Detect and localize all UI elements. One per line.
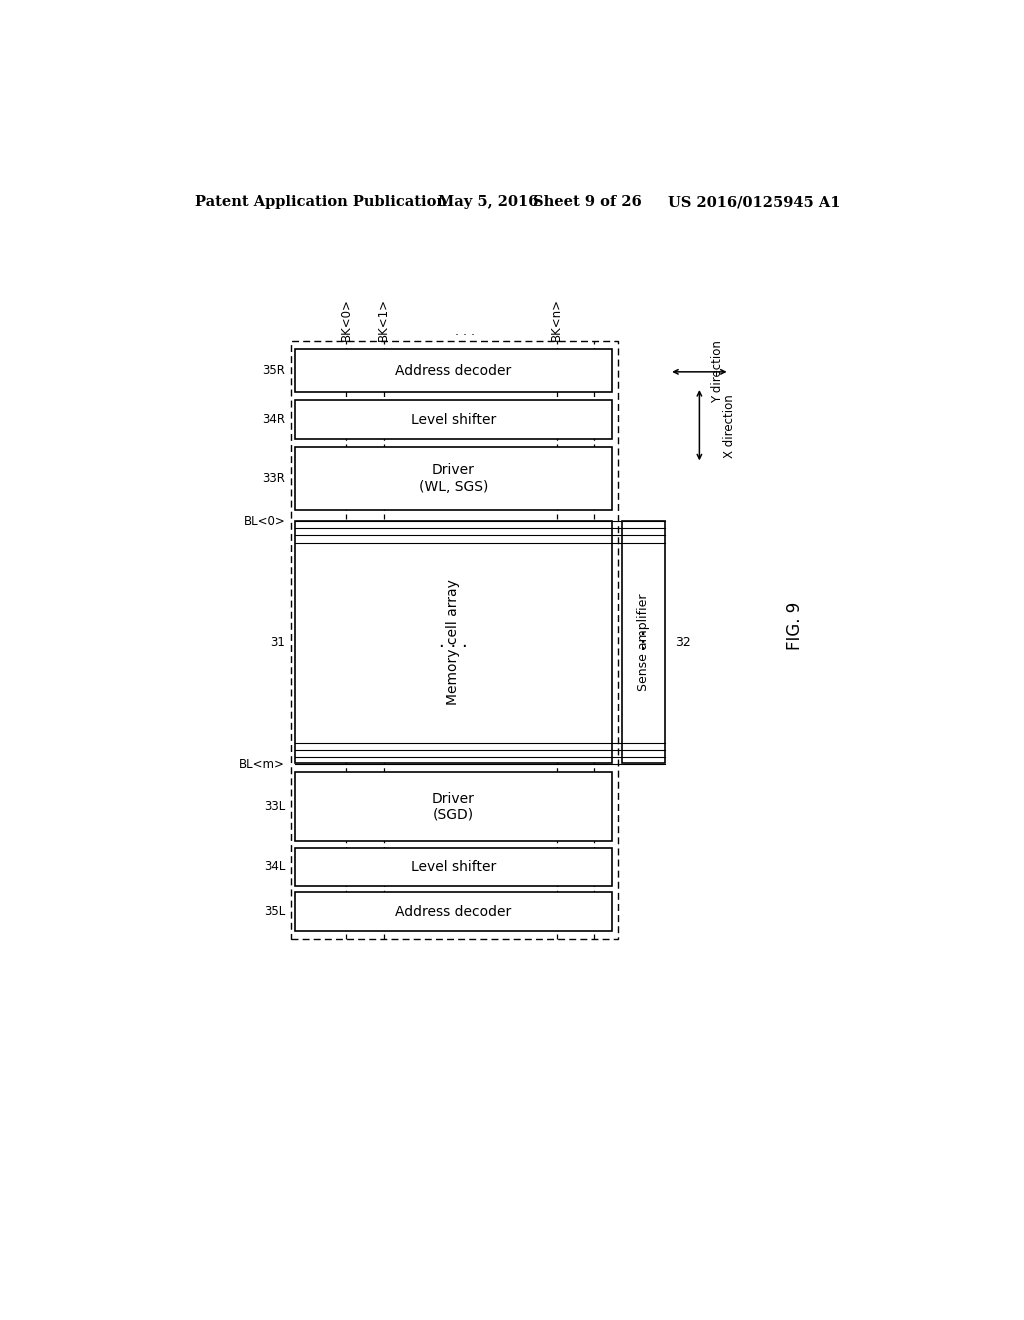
Text: Level shifter: Level shifter <box>411 859 496 874</box>
Bar <box>295 847 612 886</box>
Text: 33R: 33R <box>262 473 285 484</box>
Text: Sense amplifier: Sense amplifier <box>637 594 650 690</box>
Text: . . .: . . . <box>439 634 468 651</box>
Text: BK<0>: BK<0> <box>340 298 352 342</box>
Text: Driver
(WL, SGS): Driver (WL, SGS) <box>419 463 488 494</box>
Text: BK<1>: BK<1> <box>377 298 390 342</box>
Bar <box>295 447 612 510</box>
Text: Sheet 9 of 26: Sheet 9 of 26 <box>532 195 641 209</box>
Text: X direction: X direction <box>723 393 736 458</box>
Text: 33L: 33L <box>264 800 285 813</box>
Text: BK<n>: BK<n> <box>550 298 563 342</box>
Text: 32: 32 <box>675 636 690 648</box>
Text: Level shifter: Level shifter <box>411 413 496 426</box>
Text: Address decoder: Address decoder <box>395 364 512 378</box>
Text: Memory cell array: Memory cell array <box>446 579 461 705</box>
Text: 35R: 35R <box>262 364 285 378</box>
Bar <box>295 350 612 392</box>
Bar <box>295 892 612 931</box>
Bar <box>295 521 612 763</box>
Text: BL<m>: BL<m> <box>240 758 285 771</box>
Bar <box>622 521 666 763</box>
Text: ⋮: ⋮ <box>631 632 653 652</box>
Text: . . .: . . . <box>456 325 475 338</box>
Text: Address decoder: Address decoder <box>395 904 512 919</box>
Text: 35L: 35L <box>264 906 285 917</box>
Text: 34R: 34R <box>262 413 285 426</box>
Bar <box>291 342 617 939</box>
Text: 34L: 34L <box>264 861 285 874</box>
Bar <box>295 772 612 841</box>
Text: Patent Application Publication: Patent Application Publication <box>196 195 447 209</box>
Text: Y direction: Y direction <box>712 341 724 404</box>
Text: May 5, 2016: May 5, 2016 <box>437 195 538 209</box>
Text: Driver
(SGD): Driver (SGD) <box>432 792 475 822</box>
Text: FIG. 9: FIG. 9 <box>785 602 804 649</box>
Text: US 2016/0125945 A1: US 2016/0125945 A1 <box>668 195 840 209</box>
Text: 31: 31 <box>270 636 285 648</box>
Bar <box>295 400 612 440</box>
Text: BL<0>: BL<0> <box>244 515 285 528</box>
